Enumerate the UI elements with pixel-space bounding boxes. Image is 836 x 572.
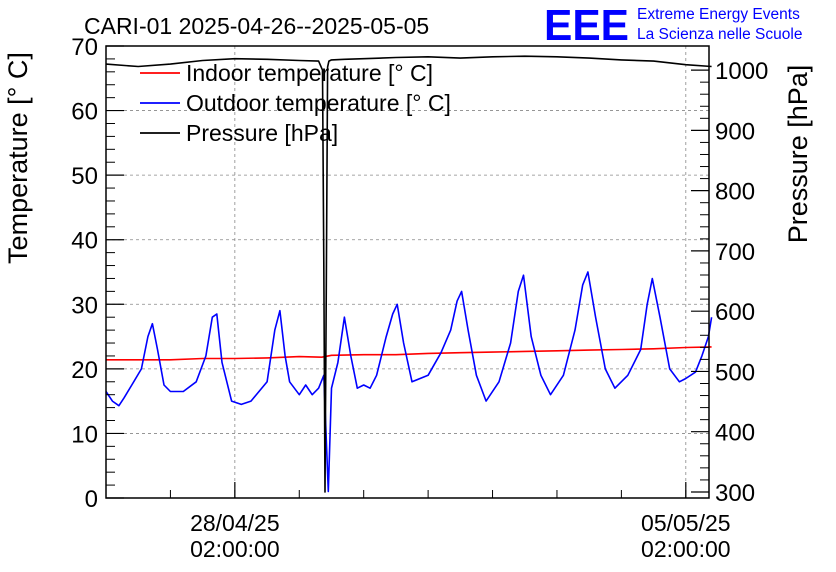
y2-tick-label: 1000 (715, 58, 768, 85)
legend-entry: Indoor temperature [° C] (186, 60, 433, 86)
y-tick-label: 40 (71, 228, 98, 255)
y-tick-label: 50 (71, 163, 98, 190)
y-axis-label-left: Temperature [° C] (3, 52, 33, 264)
x-tick-label-time: 02:00:00 (641, 536, 731, 562)
x-tick-label-date: 05/05/25 (641, 510, 731, 536)
series-line-0 (106, 346, 712, 361)
y2-tick-label: 600 (715, 299, 755, 326)
legend: Indoor temperature [° C] Outdoor temperat… (140, 60, 451, 146)
grid-lines (106, 46, 709, 498)
y2-tick-label: 700 (715, 239, 755, 266)
y-axis-label-right: Pressure [hPa] (783, 65, 813, 244)
chart-title: CARI-01 2025-04-26--2025-05-05 (84, 13, 429, 39)
axes: 0 10 20 30 40 50 60 70 300 400 500 600 700 800 900 1000… (71, 34, 768, 562)
y2-tick-label: 400 (715, 420, 755, 447)
y-tick-label: 60 (71, 99, 98, 126)
series-line-2 (105, 55, 712, 493)
x-tick-label-time: 02:00:00 (190, 536, 280, 562)
y-tick-label: 0 (85, 486, 98, 513)
logo-line-2: La Scienza nelle Scuole (637, 26, 802, 43)
y-tick-label: 20 (71, 357, 98, 384)
y-tick-label: 10 (71, 421, 98, 448)
y-tick-label: 70 (71, 34, 98, 61)
legend-entry: Pressure [hPa] (186, 120, 338, 146)
plot-frame (105, 45, 710, 499)
x-tick-label-date: 28/04/25 (190, 510, 280, 536)
eee-logo: EEE Extreme Energy Events La Scienza nel… (544, 1, 802, 50)
y2-tick-label: 800 (715, 179, 755, 206)
series-line-1 (105, 271, 713, 493)
plot-series (105, 55, 713, 493)
logo-line-1: Extreme Energy Events (637, 6, 800, 23)
y-tick-label: 30 (71, 292, 98, 319)
y2-tick-label: 500 (715, 359, 755, 386)
logo-mark: EEE (544, 1, 629, 50)
y2-tick-label: 900 (715, 118, 755, 145)
legend-entry: Outdoor temperature [° C] (186, 90, 451, 116)
y2-tick-label: 300 (715, 480, 755, 507)
